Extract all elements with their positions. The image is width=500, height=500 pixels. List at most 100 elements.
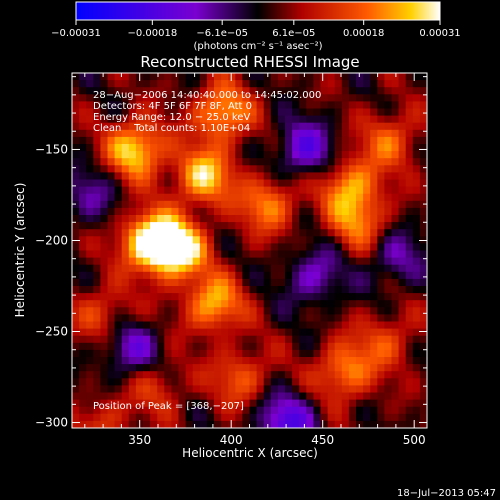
heatmap-cell	[192, 129, 201, 138]
heatmap-cell	[114, 200, 123, 209]
heatmap-cell	[206, 314, 215, 322]
heatmap-cell	[107, 158, 115, 166]
heatmap-cell	[363, 200, 371, 209]
heatmap-cell	[270, 371, 279, 379]
heatmap-cell	[363, 207, 371, 216]
heatmap-cell	[348, 257, 357, 266]
heatmap-cell	[313, 193, 321, 202]
heatmap-cell	[377, 243, 385, 251]
heatmap-cell	[363, 229, 371, 237]
heatmap-cell	[370, 129, 378, 138]
heatmap-cell	[256, 129, 265, 138]
heatmap-cell	[292, 328, 300, 337]
heatmap-cell	[363, 222, 371, 230]
heatmap-cell	[313, 151, 321, 159]
heatmap-cell	[214, 80, 222, 88]
heatmap-cell	[199, 357, 208, 365]
heatmap-cell	[164, 364, 172, 372]
heatmap-cell	[214, 321, 222, 329]
heatmap-cell	[377, 399, 385, 408]
heatmap-cell	[206, 144, 215, 152]
heatmap-cell	[356, 122, 364, 131]
heatmap-cell	[327, 129, 336, 138]
heatmap-cell	[391, 349, 399, 358]
heatmap-cell	[370, 364, 378, 372]
heatmap-cell	[199, 278, 208, 287]
heatmap-cell	[93, 87, 101, 95]
heatmap-cell	[256, 250, 265, 258]
heatmap-cell	[164, 172, 172, 180]
heatmap-cell	[235, 200, 243, 209]
heatmap-cell	[143, 378, 151, 386]
heatmap-cell	[327, 101, 336, 109]
heatmap-cell	[419, 215, 428, 223]
heatmap-cell	[164, 101, 172, 109]
heatmap-cell	[285, 293, 293, 301]
heatmap-cell	[356, 108, 364, 116]
heatmap-cell	[320, 122, 328, 131]
heatmap-cell	[221, 73, 229, 81]
heatmap-cell	[363, 293, 371, 301]
heatmap-cell	[348, 321, 357, 329]
heatmap-cell	[114, 307, 123, 315]
heatmap-cell	[228, 87, 236, 95]
heatmap-cell	[292, 172, 300, 180]
heatmap-cell	[384, 328, 392, 337]
heatmap-cell	[135, 236, 144, 244]
heatmap-cell	[299, 172, 307, 180]
heatmap-cell	[228, 236, 236, 244]
heatmap-cell	[377, 179, 385, 187]
heatmap-cell	[157, 385, 165, 393]
heatmap-cell	[79, 186, 87, 195]
heatmap-cell	[93, 286, 101, 294]
heatmap-cell	[121, 87, 130, 95]
heatmap-cell	[100, 243, 108, 251]
heatmap-cell	[171, 406, 179, 415]
heatmap-cell	[121, 236, 130, 244]
heatmap-cell	[356, 215, 364, 223]
heatmap-cell	[150, 364, 158, 372]
heatmap-cell	[292, 399, 300, 408]
heatmap-cell	[86, 200, 94, 209]
heatmap-cell	[192, 293, 201, 301]
heatmap-cell	[121, 94, 130, 102]
heatmap-cell	[370, 158, 378, 166]
heatmap-cell	[221, 207, 229, 216]
heatmap-cell	[214, 264, 222, 273]
heatmap-cell	[171, 392, 179, 400]
heatmap-cell	[370, 385, 378, 393]
heatmap-cell	[356, 136, 364, 145]
heatmap-cell	[72, 300, 80, 308]
x-axis-label: Heliocentric X (arcsec)	[182, 446, 318, 460]
heatmap-cell	[391, 87, 399, 95]
heatmap-cell	[114, 151, 123, 159]
heatmap-cell	[121, 151, 130, 159]
heatmap-cell	[185, 385, 194, 393]
heatmap-cell	[93, 413, 101, 422]
heatmap-cell	[114, 293, 123, 301]
heatmap-cell	[341, 378, 350, 386]
heatmap-cell	[249, 406, 257, 415]
heatmap-cell	[100, 420, 108, 429]
heatmap-cell	[143, 413, 151, 422]
heatmap-cell	[100, 406, 108, 415]
heatmap-cell	[128, 335, 137, 344]
heatmap-cell	[263, 222, 272, 230]
heatmap-cell	[327, 229, 336, 237]
heatmap-cell	[306, 222, 314, 230]
heatmap-cell	[334, 144, 343, 152]
heatmap-cell	[135, 186, 144, 195]
heatmap-cell	[242, 122, 250, 131]
heatmap-cell	[327, 420, 336, 429]
heatmap-cell	[121, 73, 130, 81]
heatmap-cell	[214, 236, 222, 244]
heatmap-cell	[405, 215, 414, 223]
heatmap-cell	[192, 136, 201, 145]
heatmap-cell	[128, 179, 137, 187]
heatmap-cell	[178, 73, 186, 81]
heatmap-cell	[341, 229, 350, 237]
heatmap-cell	[299, 413, 307, 422]
heatmap-cell	[405, 278, 414, 287]
heatmap-cell	[377, 200, 385, 209]
heatmap-cell	[206, 385, 215, 393]
